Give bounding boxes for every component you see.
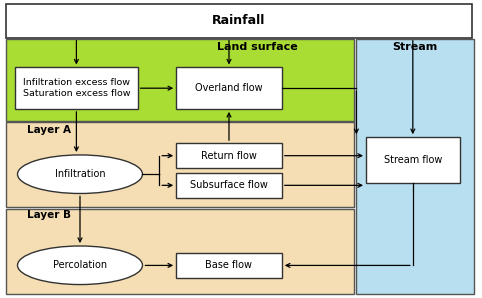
FancyBboxPatch shape xyxy=(176,143,282,168)
Text: Base flow: Base flow xyxy=(205,260,253,270)
Text: Return flow: Return flow xyxy=(201,151,257,161)
FancyBboxPatch shape xyxy=(15,67,138,109)
Text: Overland flow: Overland flow xyxy=(195,83,263,93)
FancyBboxPatch shape xyxy=(176,173,282,198)
Ellipse shape xyxy=(17,246,143,285)
FancyBboxPatch shape xyxy=(5,39,354,121)
Text: Land surface: Land surface xyxy=(217,42,298,52)
Text: Infiltration: Infiltration xyxy=(54,169,105,179)
Ellipse shape xyxy=(17,155,143,193)
FancyBboxPatch shape xyxy=(356,39,474,294)
Text: Layer B: Layer B xyxy=(27,210,71,220)
Text: Percolation: Percolation xyxy=(53,260,107,270)
FancyBboxPatch shape xyxy=(5,209,354,294)
FancyBboxPatch shape xyxy=(366,137,460,183)
FancyBboxPatch shape xyxy=(5,4,472,38)
Text: Stream: Stream xyxy=(392,42,438,52)
Text: Stream flow: Stream flow xyxy=(384,155,442,165)
Text: Infiltration excess flow
Saturation excess flow: Infiltration excess flow Saturation exce… xyxy=(23,78,130,98)
FancyBboxPatch shape xyxy=(176,67,282,109)
Text: Subsurface flow: Subsurface flow xyxy=(190,180,268,190)
Text: Rainfall: Rainfall xyxy=(212,14,265,27)
FancyBboxPatch shape xyxy=(176,253,282,278)
Text: Layer A: Layer A xyxy=(27,125,71,135)
FancyBboxPatch shape xyxy=(5,122,354,207)
